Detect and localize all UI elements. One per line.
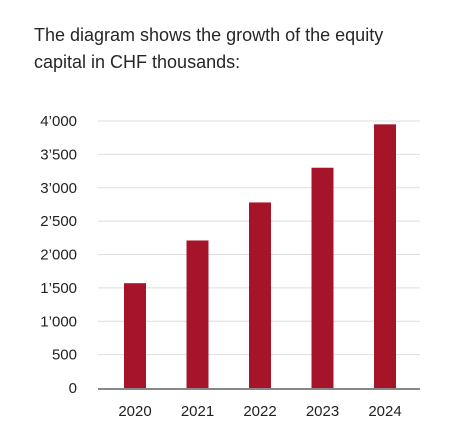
x-tick-label: 2022 [243,403,276,420]
y-tick-label: 2’000 [40,247,77,264]
x-tick-label: 2020 [118,403,151,420]
bars [124,124,396,389]
y-tick-label: 1’000 [40,313,77,330]
x-tick-label: 2024 [368,403,401,420]
y-tick-label: 3’500 [40,146,77,163]
y-tick-label: 500 [52,347,77,364]
x-axis-tick-labels: 2020 2021 2022 2023 2024 [118,403,401,420]
y-tick-label: 0 [69,380,77,397]
y-tick-label: 3’000 [40,180,77,197]
y-axis-tick-labels: 0 500 1’000 1’500 2’000 2’500 3’000 3’500 4’000 [40,113,77,397]
bar-2024 [374,124,396,389]
y-tick-label: 1’500 [40,280,77,297]
y-tick-label: 4’000 [40,113,77,130]
gridlines [98,120,420,356]
bar-2020 [124,283,146,388]
bar-2022 [249,202,271,388]
chart-title: The diagram shows the growth of the equi… [34,25,384,72]
bar-2021 [186,240,209,388]
x-tick-label: 2021 [181,403,214,420]
x-tick-label: 2023 [306,403,339,420]
bar-2023 [311,167,334,388]
y-tick-label: 2’500 [40,213,77,230]
